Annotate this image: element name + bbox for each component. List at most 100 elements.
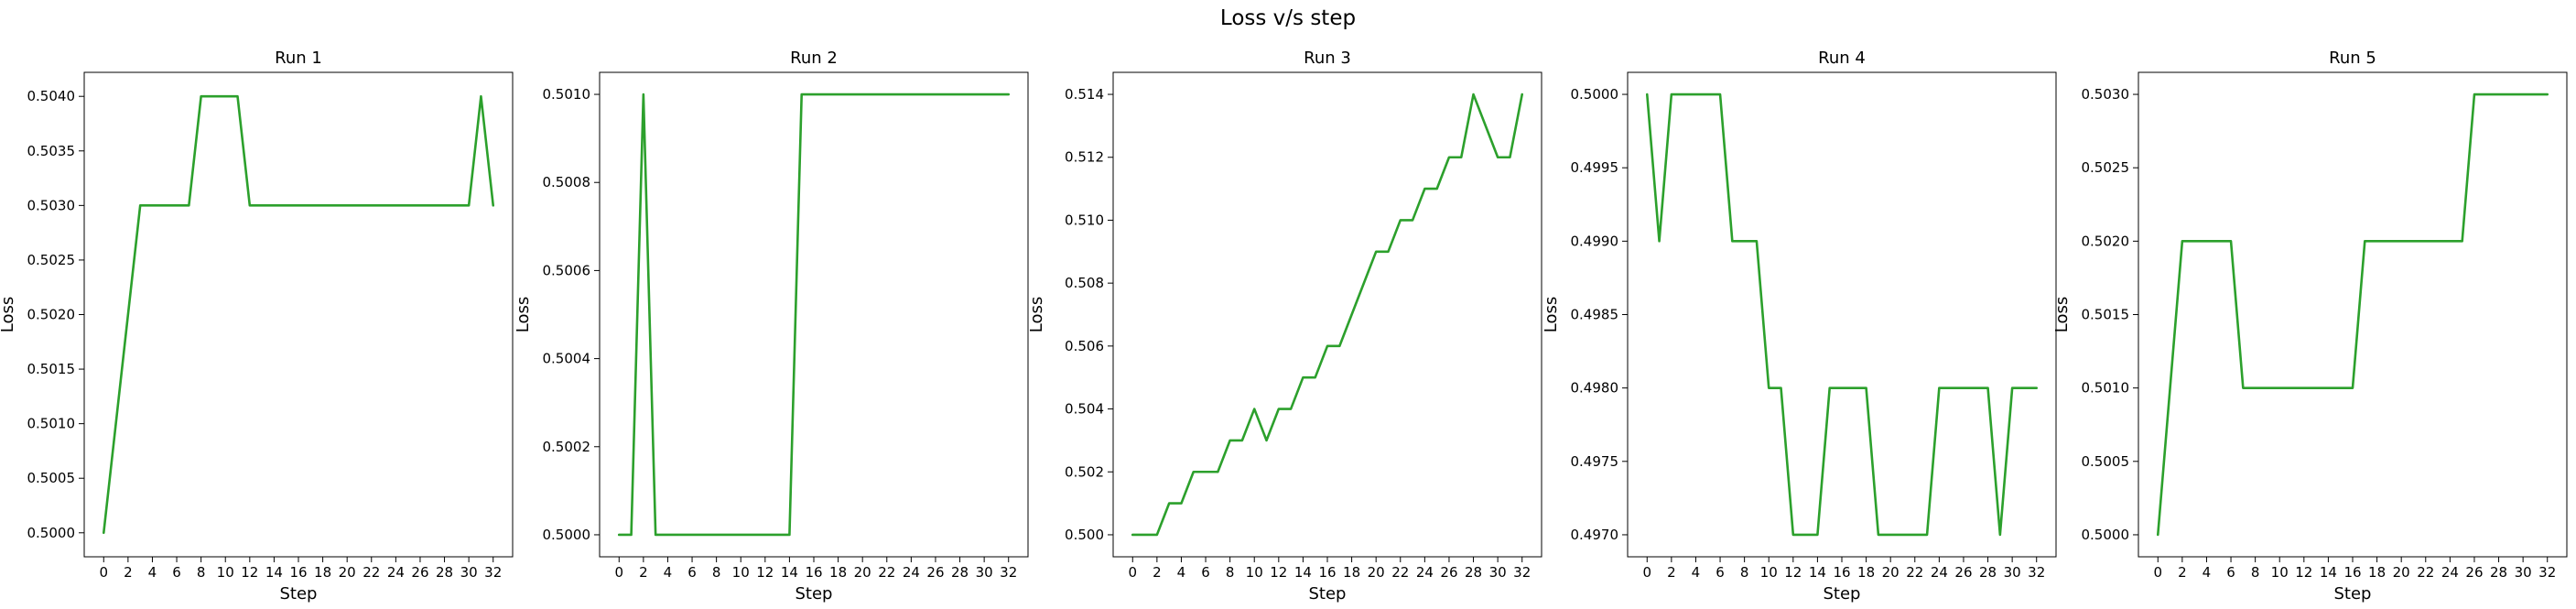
x-tick-label: 10: [2271, 564, 2289, 581]
x-tick-label: 22: [878, 564, 895, 581]
x-tick-label: 4: [1692, 564, 1701, 581]
series-line: [1131, 92, 1524, 537]
x-tick-label: 8: [2251, 564, 2260, 581]
y-tick-label: 0.5010: [27, 416, 76, 432]
x-tick-label: 18: [1343, 564, 1360, 581]
x-tick-label: 2: [1667, 564, 1676, 581]
x-tick-label: 18: [2368, 564, 2386, 581]
y-tick-label: 0.510: [1065, 212, 1104, 228]
y-axis-label: Loss: [1542, 297, 1561, 332]
x-tick-label: 0: [99, 564, 108, 581]
x-tick-label: 6: [2226, 564, 2235, 581]
y-tick-label: 0.4995: [1571, 159, 1619, 176]
x-tick-label: 30: [2004, 564, 2021, 581]
x-tick-label: 14: [265, 564, 283, 581]
x-tick-label: 16: [2343, 564, 2361, 581]
y-tick-label: 0.5008: [543, 174, 591, 190]
x-tick-label: 12: [1784, 564, 1802, 581]
subplot-2: Run 20 2 4 6 8 10 12 14 16 18 20 22 24 26 28 30 320.5000…: [514, 49, 1029, 604]
figure-title: Loss v/s step: [1220, 6, 1356, 30]
y-tick-label: 0.506: [1065, 338, 1104, 354]
x-tick-label: 8: [1740, 564, 1749, 581]
y-tick-label: 0.5040: [27, 88, 76, 104]
x-tick-label: 10: [1760, 564, 1778, 581]
x-tick-label: 16: [805, 564, 822, 581]
x-tick-label: 16: [1833, 564, 1850, 581]
plot-frame: [1627, 71, 2057, 558]
y-tick-label: 0.4975: [1571, 453, 1619, 470]
x-tick-label: 24: [1416, 564, 1434, 581]
series-line: [1645, 92, 2039, 537]
x-tick-label: 32: [1000, 564, 1017, 581]
x-tick-label: 20: [1368, 564, 1385, 581]
x-tick-label: 20: [1882, 564, 1900, 581]
x-tick-label: 12: [1270, 564, 1287, 581]
x-tick-label: 22: [1391, 564, 1409, 581]
x-tick-label: 6: [172, 564, 181, 581]
x-tick-label: 8: [197, 564, 206, 581]
x-tick-label: 6: [687, 564, 697, 581]
x-tick-label: 10: [217, 564, 234, 581]
x-tick-label: 20: [2393, 564, 2410, 581]
plot-frame: [83, 71, 514, 558]
x-tick-label: 2: [124, 564, 133, 581]
x-tick-label: 10: [732, 564, 750, 581]
y-axis-label: Loss: [514, 297, 533, 332]
series-line: [2156, 92, 2549, 537]
y-axis-label: Loss: [1027, 297, 1046, 332]
x-tick-label: 22: [363, 564, 380, 581]
y-tick-label: 0.4970: [1571, 527, 1619, 543]
x-tick-label: 2: [2178, 564, 2187, 581]
subplot-1: Run 10 2 4 6 8 10 12 14 16 18 20 22 24 26 28 30 320.5000…: [0, 49, 514, 604]
y-tick-label: 0.514: [1065, 86, 1104, 103]
x-tick-label: 10: [1246, 564, 1263, 581]
y-tick-label: 0.4990: [1571, 233, 1619, 249]
series-line: [617, 92, 1011, 537]
x-tick-label: 26: [2465, 564, 2483, 581]
x-tick-label: 30: [2515, 564, 2532, 581]
y-tick-label: 0.508: [1065, 275, 1104, 291]
subplot-4: Run 40 2 4 6 8 10 12 14 16 18 20 22 24 26 28 30 320.4970…: [1542, 49, 2057, 604]
y-tick-label: 0.5000: [2082, 527, 2130, 543]
subplot-title: Run 1: [275, 49, 322, 68]
x-tick-label: 24: [387, 564, 405, 581]
x-axis-label: Step: [2334, 584, 2372, 604]
y-tick-label: 0.5002: [543, 439, 591, 455]
x-tick-label: 18: [314, 564, 331, 581]
x-tick-label: 4: [1177, 564, 1186, 581]
y-tick-label: 0.5020: [2082, 233, 2130, 249]
y-tick-label: 0.4980: [1571, 380, 1619, 397]
x-tick-label: 16: [289, 564, 307, 581]
y-tick-label: 0.5035: [27, 143, 76, 159]
x-tick-label: 14: [781, 564, 798, 581]
y-tick-label: 0.5004: [543, 351, 591, 367]
y-tick-label: 0.5025: [27, 252, 76, 268]
x-tick-label: 14: [1294, 564, 1312, 581]
x-axis-label: Step: [280, 584, 318, 604]
subplots: Run 10 2 4 6 8 10 12 14 16 18 20 22 24 26 28 30 320.5000…: [0, 49, 2568, 604]
y-tick-label: 0.504: [1065, 401, 1104, 418]
x-tick-label: 8: [712, 564, 721, 581]
y-tick-label: 0.5020: [27, 307, 76, 323]
y-tick-label: 0.5030: [27, 197, 76, 213]
x-tick-label: 12: [241, 564, 258, 581]
x-axis-label: Step: [1309, 584, 1347, 604]
y-tick-label: 0.5005: [2082, 453, 2130, 470]
subplot-3: Run 30 2 4 6 8 10 12 14 16 18 20 22 24 26 28 30 320.5000…: [1027, 49, 1542, 604]
subplot-title: Run 5: [2329, 49, 2376, 68]
x-tick-label: 0: [614, 564, 623, 581]
x-tick-label: 28: [2490, 564, 2507, 581]
x-tick-label: 18: [829, 564, 847, 581]
subplot-title: Run 2: [790, 49, 838, 68]
x-tick-label: 4: [2203, 564, 2212, 581]
x-tick-label: 0: [2153, 564, 2162, 581]
x-tick-label: 12: [2295, 564, 2312, 581]
x-axis-label: Step: [1824, 584, 1861, 604]
x-tick-label: 14: [2320, 564, 2337, 581]
x-tick-label: 12: [756, 564, 774, 581]
y-tick-label: 0.5000: [1571, 86, 1619, 103]
y-tick-label: 0.5015: [27, 361, 76, 377]
y-axis-label: Loss: [2052, 297, 2072, 332]
